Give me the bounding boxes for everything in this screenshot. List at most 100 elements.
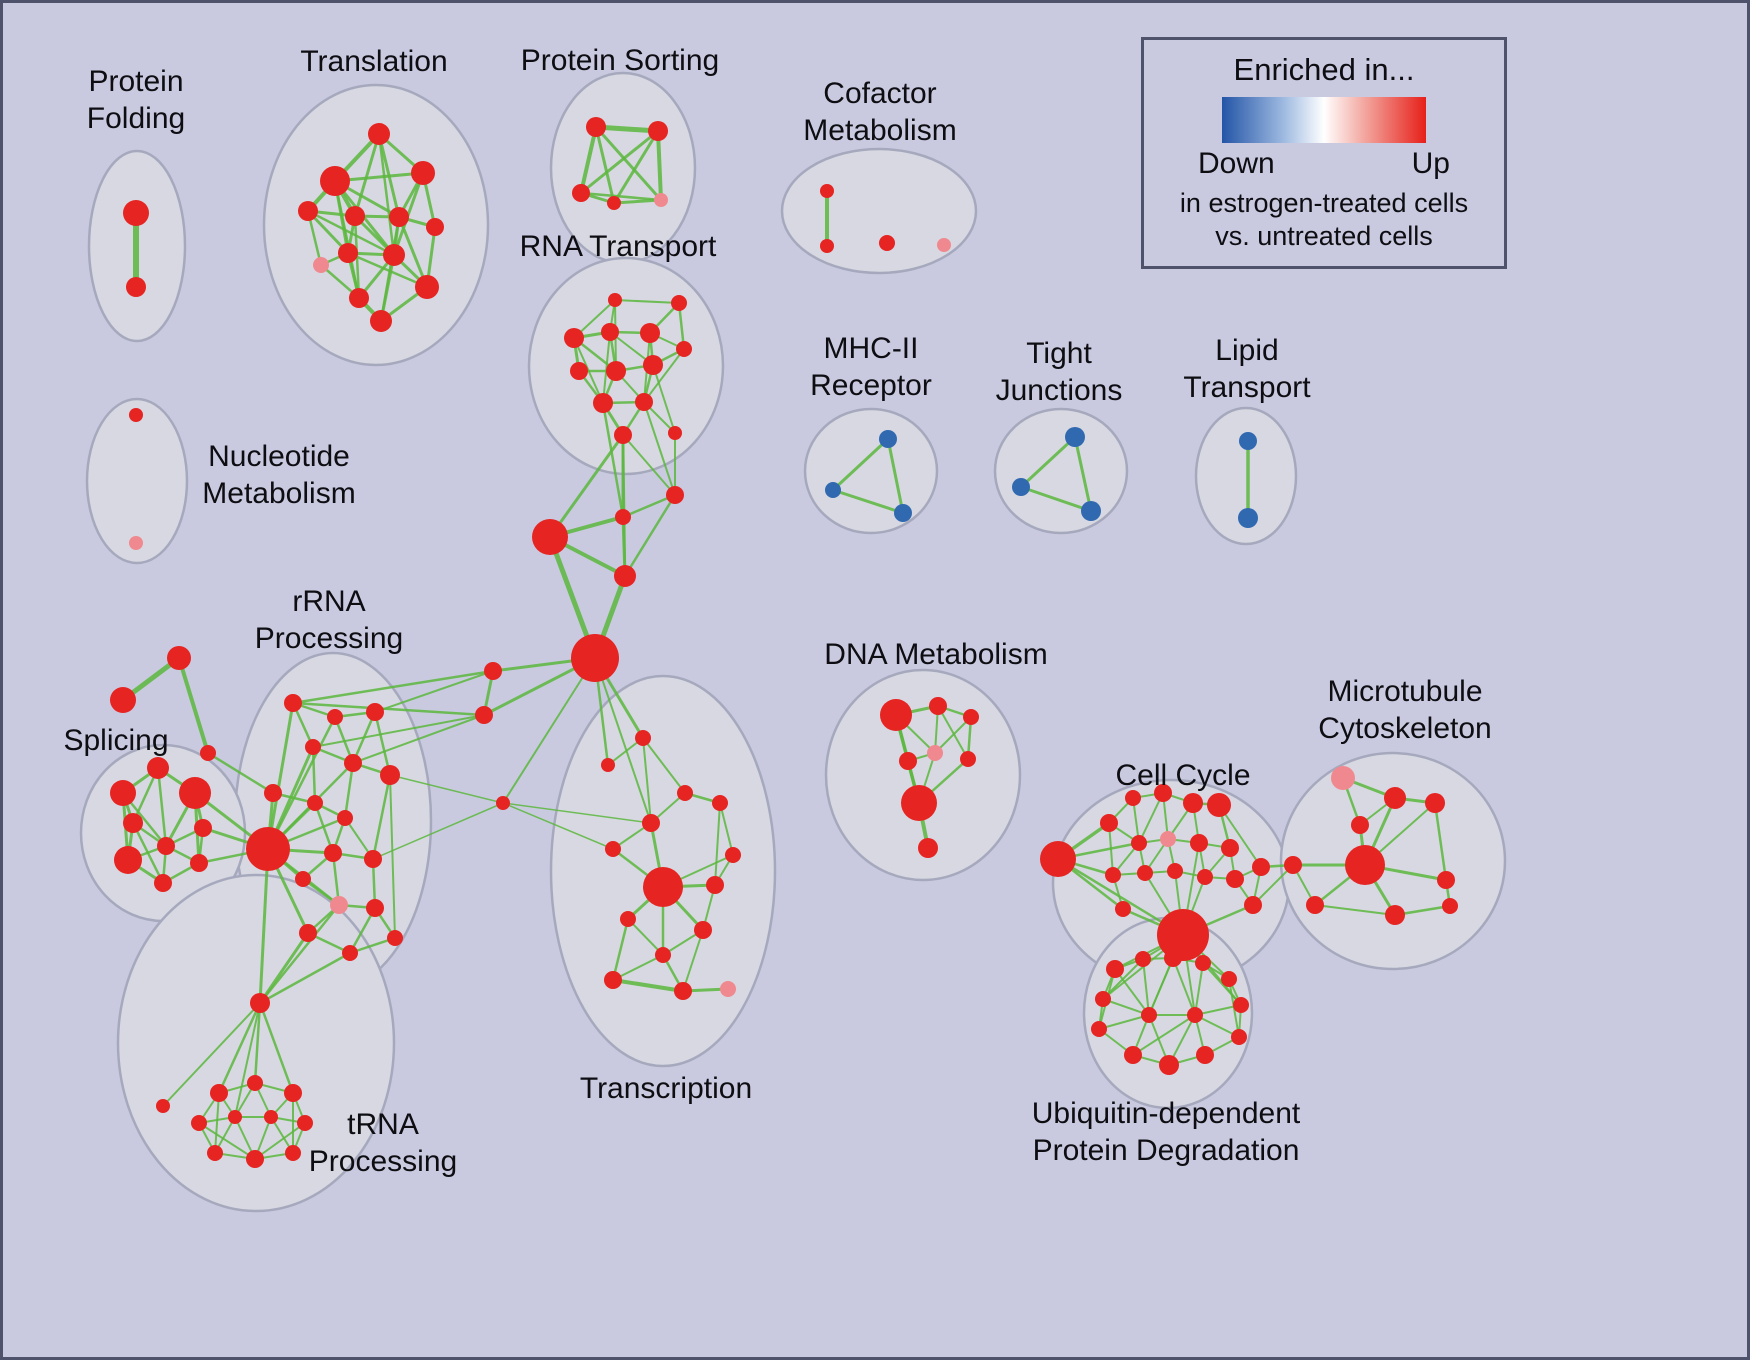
network-edge bbox=[831, 437, 890, 492]
network-node bbox=[643, 867, 683, 907]
network-edge bbox=[1172, 957, 1196, 1016]
network-node bbox=[297, 1115, 313, 1131]
network-node bbox=[299, 924, 317, 942]
network-node bbox=[342, 945, 358, 961]
network-node bbox=[147, 757, 169, 779]
network-node bbox=[285, 1145, 301, 1161]
network-node bbox=[635, 730, 651, 746]
network-edge bbox=[258, 1001, 295, 1095]
network-node bbox=[129, 536, 143, 550]
network-node bbox=[228, 1110, 242, 1124]
cluster-label-protein-folding: Folding bbox=[87, 102, 185, 135]
network-node bbox=[1137, 865, 1153, 881]
network-edge bbox=[643, 401, 676, 496]
network-node bbox=[157, 837, 175, 855]
network-edge bbox=[258, 847, 270, 1005]
network-node bbox=[614, 565, 636, 587]
network-node bbox=[364, 850, 382, 868]
network-node bbox=[426, 218, 444, 236]
cluster-label-nucleotide-metabolism: Metabolism bbox=[202, 477, 355, 510]
network-edge bbox=[937, 705, 969, 760]
network-node bbox=[901, 785, 937, 821]
cluster-label-microtubule-cytoskeleton: Cytoskeleton bbox=[1318, 712, 1491, 745]
network-edge bbox=[1202, 962, 1242, 1006]
network-node bbox=[1100, 814, 1118, 832]
network-node bbox=[1244, 896, 1262, 914]
network-edge bbox=[372, 802, 504, 860]
network-edge bbox=[291, 669, 495, 705]
network-edge bbox=[389, 774, 396, 939]
network-node bbox=[284, 694, 302, 712]
network-edge bbox=[198, 1122, 256, 1160]
network-node bbox=[324, 844, 342, 862]
network-node bbox=[1345, 845, 1385, 885]
network-edge bbox=[593, 124, 661, 134]
network-edge bbox=[156, 766, 168, 848]
network-node bbox=[666, 486, 684, 504]
network-node bbox=[200, 745, 216, 761]
network-node bbox=[1437, 871, 1455, 889]
network-node bbox=[484, 662, 502, 680]
cluster-label-protein-folding: Protein bbox=[88, 65, 183, 98]
network-node bbox=[387, 930, 403, 946]
cluster-label-ubiquitin-dependent-protein-degradation: Protein Degradation bbox=[1033, 1134, 1300, 1167]
network-node bbox=[110, 687, 136, 713]
network-node bbox=[820, 184, 834, 198]
network-edge bbox=[602, 331, 611, 404]
cluster-ellipse-microtubule-cytoskeleton bbox=[1279, 751, 1507, 971]
network-node bbox=[190, 854, 208, 872]
network-node bbox=[154, 874, 172, 892]
network-node bbox=[880, 699, 912, 731]
network-edge bbox=[1433, 801, 1448, 882]
network-node bbox=[307, 795, 323, 811]
network-node bbox=[1115, 901, 1131, 917]
network-node bbox=[668, 426, 682, 440]
network-node bbox=[1164, 949, 1182, 967]
network-edge bbox=[594, 125, 663, 202]
network-edge bbox=[934, 716, 972, 754]
network-node bbox=[1157, 909, 1209, 961]
network-node bbox=[620, 911, 636, 927]
network-canvas: Protein Folding Translation Protein Sorting… bbox=[63, 44, 1507, 1213]
network-edge bbox=[162, 1002, 261, 1107]
network-edge bbox=[614, 299, 680, 304]
network-node bbox=[1252, 858, 1270, 876]
network-node bbox=[380, 765, 400, 785]
network-node bbox=[207, 1145, 223, 1161]
network-node bbox=[1197, 869, 1213, 885]
network-edge bbox=[266, 701, 295, 851]
network-node bbox=[1124, 1046, 1142, 1064]
network-node bbox=[123, 200, 149, 226]
legend-title: Enriched in... bbox=[1233, 52, 1415, 87]
cluster-label-tight-junctions: Junctions bbox=[996, 374, 1123, 407]
network-edge bbox=[502, 802, 614, 850]
network-edge bbox=[377, 132, 401, 219]
network-node bbox=[1091, 1021, 1107, 1037]
network-node bbox=[712, 795, 728, 811]
network-edge bbox=[254, 1122, 306, 1160]
network-edge bbox=[612, 954, 664, 981]
network-node bbox=[963, 709, 979, 725]
network-node bbox=[1095, 991, 1111, 1007]
network-edge bbox=[397, 215, 429, 289]
network-edge bbox=[502, 657, 596, 804]
network-node bbox=[655, 947, 671, 963]
network-node bbox=[706, 876, 724, 894]
network-node bbox=[1195, 955, 1211, 971]
network-node bbox=[126, 277, 146, 297]
network-node bbox=[475, 706, 493, 724]
cluster-label-dna-metabolism: DNA Metabolism bbox=[824, 638, 1047, 671]
legend: Enriched in... Down Up in estrogen-treat… bbox=[1141, 37, 1507, 269]
network-node bbox=[1221, 971, 1237, 987]
network-node bbox=[960, 751, 976, 767]
network-node bbox=[305, 739, 321, 755]
network-node bbox=[571, 634, 619, 682]
network-node bbox=[642, 814, 660, 832]
network-edge bbox=[389, 774, 504, 804]
network-node bbox=[593, 393, 613, 413]
cluster-label-ubiquitin-dependent-protein-degradation: Ubiquitin-dependent bbox=[1032, 1097, 1301, 1130]
network-node bbox=[564, 328, 584, 348]
network-edge bbox=[502, 802, 652, 824]
network-node bbox=[607, 196, 621, 210]
network-edge bbox=[622, 434, 676, 496]
